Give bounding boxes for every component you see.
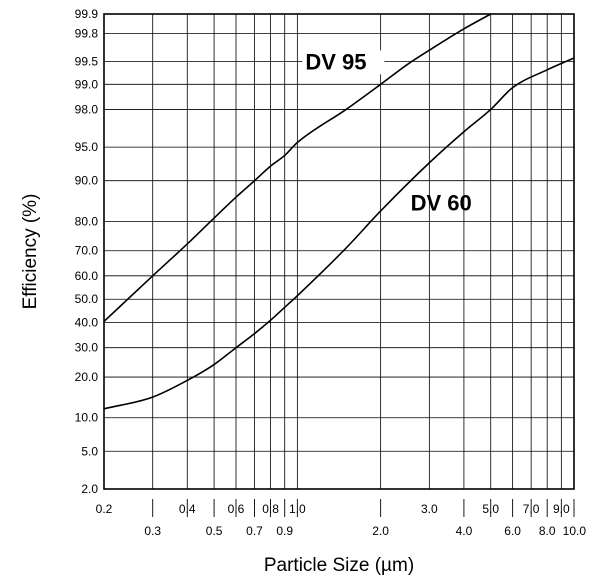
y-tick-label: 40.0 [75, 316, 99, 330]
x-tick-label: 0.3 [144, 524, 161, 538]
x-axis-label: Particle Size (µm) [264, 555, 414, 576]
x-tick-label: 3.0 [421, 502, 438, 516]
curves [103, 13, 575, 410]
y-tick-label: 70.0 [75, 244, 99, 258]
y-tick-label: 99.9 [75, 7, 99, 21]
series-line-2 [103, 57, 575, 410]
x-tick-label: 0.5 [206, 524, 223, 538]
grid [103, 13, 575, 490]
series-line-1 [103, 13, 492, 323]
x-tick-label: 4.0 [456, 524, 473, 538]
x-tick-label: 10.0 [563, 524, 587, 538]
y-tick-label: 5.0 [81, 444, 98, 458]
y-tick-label: 99.5 [75, 54, 99, 68]
plot-frame [103, 13, 575, 490]
x-tick-label: 0.2 [96, 502, 113, 516]
x-tick-label: 2.0 [372, 524, 389, 538]
y-tick-label: 20.0 [75, 370, 99, 384]
series-label-1: DV 95 [305, 49, 366, 74]
y-tick-label: 99.0 [75, 77, 99, 91]
y-tick-label: 99.8 [75, 27, 99, 41]
y-tick-labels: 99.9 99.8 99.5 99.0 98.0 95.0 90.0 80.0 70.0 60.0… [75, 7, 99, 496]
y-tick-label: 30.0 [75, 341, 99, 355]
series-label-bg [302, 50, 385, 75]
series-label-2: DV 60 [411, 191, 472, 216]
y-tick-label: 80.0 [75, 214, 99, 228]
y-tick-label: 50.0 [75, 292, 99, 306]
y-tick-label: 98.0 [75, 102, 99, 116]
y-tick-label: 10.0 [75, 411, 99, 425]
y-tick-label: 60.0 [75, 269, 99, 283]
y-axis-label: Efficiency (%) [20, 194, 41, 310]
series-labels: DV 95 DV 60 [302, 49, 472, 216]
x-tick-label: 0.9 [276, 524, 293, 538]
x-tick-label: 6.0 [504, 524, 521, 538]
x-tick-label: 8.0 [539, 524, 556, 538]
y-tick-label: 95.0 [75, 140, 99, 154]
x-tick-labels: 0.20.30.40.50.60.70.80.91.02.03.04.05.06… [96, 499, 587, 538]
x-tick-label: 0.7 [246, 524, 263, 538]
y-tick-label: 90.0 [75, 174, 99, 188]
y-tick-label: 2.0 [81, 482, 98, 496]
